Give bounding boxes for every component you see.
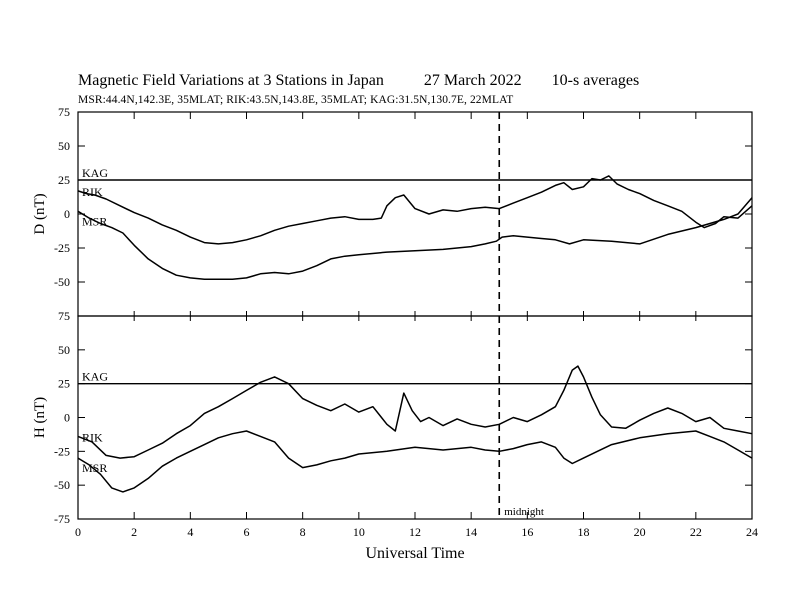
x-tick-label-0: 0 xyxy=(75,525,81,539)
x-tick-label-7: 14 xyxy=(465,525,477,539)
midnight-marker: midnight xyxy=(498,112,544,519)
y-tick-label-h-4: -25 xyxy=(54,444,70,458)
series-d-msr xyxy=(77,197,753,281)
panel-d-frame xyxy=(77,111,753,317)
y-tick-label-d-3: 0 xyxy=(64,207,70,221)
y-tick-label-d-2: 25 xyxy=(58,173,70,187)
x-tick-label-9: 18 xyxy=(578,525,590,539)
x-tick-label-1: 2 xyxy=(131,525,137,539)
x-tick-label-10: 20 xyxy=(634,525,646,539)
y-tick-label-d-0: 75 xyxy=(58,105,70,119)
series-label-d-kag: KAG xyxy=(82,166,108,180)
series-label-d-msr: MSR xyxy=(82,214,107,228)
x-axis-label: Universal Time xyxy=(365,545,464,562)
y-axis-label-h: H (nT) xyxy=(32,397,48,438)
x-tick-label-11: 22 xyxy=(690,525,702,539)
series-label-d-rik: RIK xyxy=(82,185,103,199)
y-tick-label-h-5: -50 xyxy=(54,478,70,492)
series-label-h-msr: MSR xyxy=(82,461,107,475)
title-text: Magnetic Field Variations at 3 Stations … xyxy=(78,72,384,89)
panel-h: 75 50 25 0 -25 -50 -75 H (nT) KAG RIK MSR xyxy=(32,309,753,526)
series-h-msr xyxy=(77,430,753,493)
series-label-h-kag: KAG xyxy=(82,370,108,384)
y-tick-label-d-1: 50 xyxy=(58,139,70,153)
stations-subtitle: MSR:44.4N,142.3E, 35MLAT; RIK:43.5N,143.… xyxy=(78,94,514,106)
x-tick-label-4: 8 xyxy=(300,525,306,539)
series-d-rik xyxy=(77,175,753,245)
x-tick-label-3: 6 xyxy=(244,525,250,539)
y-tick-label-d-5: -50 xyxy=(54,275,70,289)
x-tick-label-5: 10 xyxy=(353,525,365,539)
panel-d: 75 50 25 0 -25 -50 D (nT) KAG RIK MSR xyxy=(32,105,753,317)
title-averaging: 10-s averages xyxy=(551,72,640,89)
y-tick-label-h-1: 50 xyxy=(58,343,70,357)
midnight-label: midnight xyxy=(504,506,544,518)
series-h-rik xyxy=(77,365,753,459)
panel-h-frame xyxy=(77,315,753,520)
x-tick-label-12: 24 xyxy=(746,525,758,539)
y-axis-label-d: D (nT) xyxy=(32,193,48,234)
y-tick-label-h-0: 75 xyxy=(58,309,70,323)
y-tick-label-h-3: 0 xyxy=(64,411,70,425)
chart-title: Magnetic Field Variations at 3 Stations … xyxy=(78,72,639,90)
series-label-h-rik: RIK xyxy=(82,430,103,444)
y-tick-label-h-2: 25 xyxy=(58,377,70,391)
y-tick-label-d-4: -25 xyxy=(54,241,70,255)
x-tick-label-8: 16 xyxy=(521,525,533,539)
y-tick-label-h-6: -75 xyxy=(54,512,70,526)
title-date: 27 March 2022 xyxy=(423,72,522,89)
x-tick-label-6: 12 xyxy=(409,525,421,539)
x-tick-label-2: 4 xyxy=(187,525,193,539)
